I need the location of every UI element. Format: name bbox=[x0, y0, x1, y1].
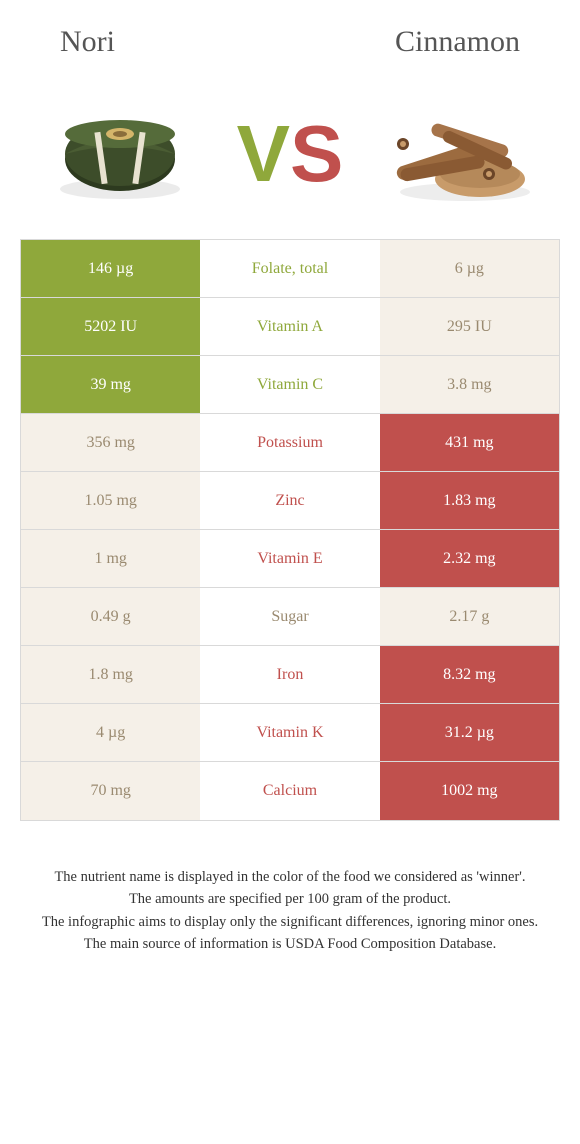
cinnamon-value: 31.2 µg bbox=[380, 704, 559, 761]
cinnamon-value: 295 IU bbox=[380, 298, 559, 355]
cinnamon-value: 6 µg bbox=[380, 240, 559, 297]
nori-value: 1.05 mg bbox=[21, 472, 200, 529]
nori-image bbox=[45, 99, 195, 209]
nori-value: 0.49 g bbox=[21, 588, 200, 645]
nutrient-name: Vitamin A bbox=[200, 298, 379, 355]
nori-value: 146 µg bbox=[21, 240, 200, 297]
table-row: 4 µgVitamin K31.2 µg bbox=[21, 704, 559, 762]
table-row: 356 mgPotassium431 mg bbox=[21, 414, 559, 472]
title-cinnamon: Cinnamon bbox=[395, 25, 520, 59]
footer-line-2: The amounts are specified per 100 gram o… bbox=[30, 888, 550, 910]
nutrient-name: Vitamin E bbox=[200, 530, 379, 587]
table-row: 1.05 mgZinc1.83 mg bbox=[21, 472, 559, 530]
table-row: 39 mgVitamin C3.8 mg bbox=[21, 356, 559, 414]
cinnamon-value: 3.8 mg bbox=[380, 356, 559, 413]
footer-notes: The nutrient name is displayed in the co… bbox=[0, 821, 580, 976]
table-row: 1.8 mgIron8.32 mg bbox=[21, 646, 559, 704]
nori-value: 356 mg bbox=[21, 414, 200, 471]
nori-value: 4 µg bbox=[21, 704, 200, 761]
table-row: 70 mgCalcium1002 mg bbox=[21, 762, 559, 820]
nutrient-name: Iron bbox=[200, 646, 379, 703]
footer-line-4: The main source of information is USDA F… bbox=[30, 933, 550, 955]
cinnamon-value: 431 mg bbox=[380, 414, 559, 471]
footer-line-1: The nutrient name is displayed in the co… bbox=[30, 866, 550, 888]
cinnamon-value: 8.32 mg bbox=[380, 646, 559, 703]
nutrient-name: Vitamin C bbox=[200, 356, 379, 413]
comparison-table: 146 µgFolate, total6 µg5202 IUVitamin A2… bbox=[20, 239, 560, 821]
cinnamon-value: 2.17 g bbox=[380, 588, 559, 645]
table-row: 0.49 gSugar2.17 g bbox=[21, 588, 559, 646]
nori-value: 70 mg bbox=[21, 762, 200, 820]
hero-row: VS bbox=[0, 69, 580, 239]
nutrient-name: Sugar bbox=[200, 588, 379, 645]
cinnamon-value: 1.83 mg bbox=[380, 472, 559, 529]
table-row: 1 mgVitamin E2.32 mg bbox=[21, 530, 559, 588]
nori-value: 5202 IU bbox=[21, 298, 200, 355]
cinnamon-value: 2.32 mg bbox=[380, 530, 559, 587]
cinnamon-value: 1002 mg bbox=[380, 762, 559, 820]
nutrient-name: Folate, total bbox=[200, 240, 379, 297]
footer-line-3: The infographic aims to display only the… bbox=[30, 911, 550, 933]
vs-label: VS bbox=[237, 108, 344, 200]
cinnamon-image bbox=[385, 99, 535, 209]
table-row: 146 µgFolate, total6 µg bbox=[21, 240, 559, 298]
header: Nori Cinnamon bbox=[0, 0, 580, 69]
nori-value: 1.8 mg bbox=[21, 646, 200, 703]
vs-s: S bbox=[290, 109, 343, 198]
table-row: 5202 IUVitamin A295 IU bbox=[21, 298, 559, 356]
nutrient-name: Potassium bbox=[200, 414, 379, 471]
nutrient-name: Zinc bbox=[200, 472, 379, 529]
nori-value: 39 mg bbox=[21, 356, 200, 413]
nutrient-name: Calcium bbox=[200, 762, 379, 820]
nutrient-name: Vitamin K bbox=[200, 704, 379, 761]
title-nori: Nori bbox=[60, 25, 115, 59]
vs-v: V bbox=[237, 109, 290, 198]
nori-value: 1 mg bbox=[21, 530, 200, 587]
